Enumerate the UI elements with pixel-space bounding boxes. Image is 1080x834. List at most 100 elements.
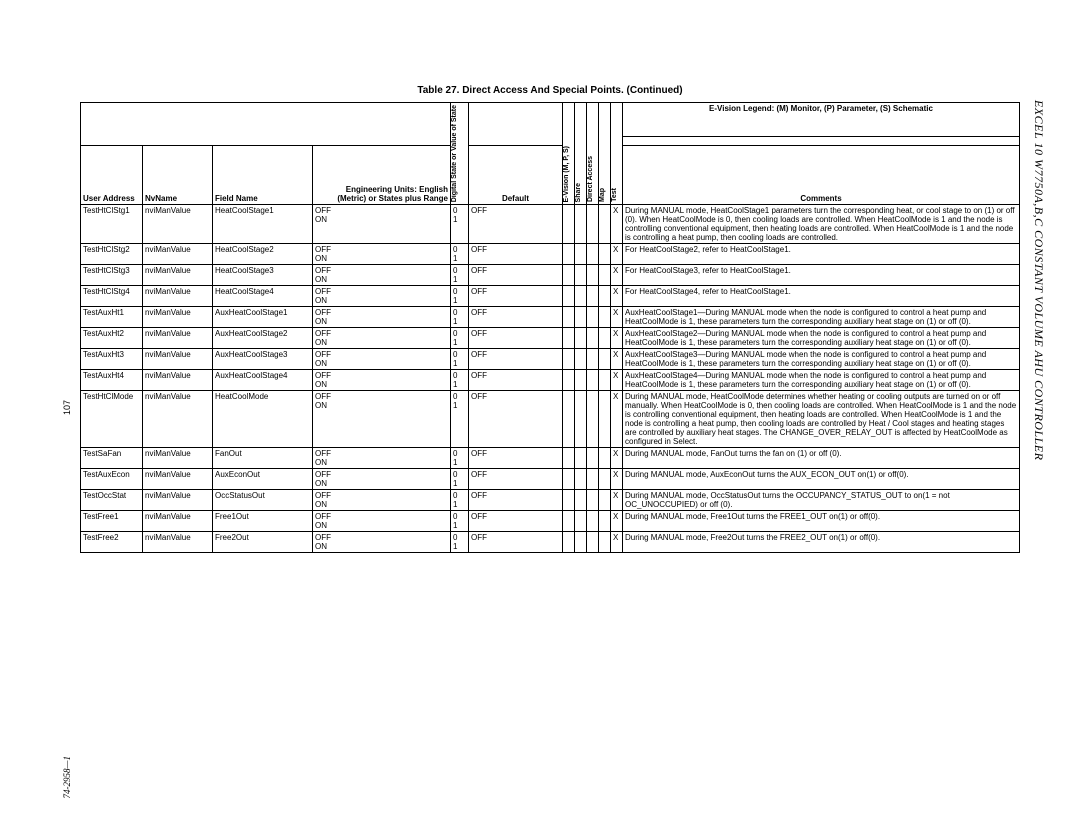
header-row: User Address NvName Field Name Engineeri…	[81, 145, 1020, 205]
table-row: TestFree2nviManValueFree2OutOFFON01OFFXD…	[81, 532, 1020, 553]
cell-field-name: HeatCoolStage4	[213, 286, 313, 307]
cell-field-name: AuxEconOut	[213, 469, 313, 490]
cell-digital-state: 01	[451, 244, 469, 265]
col-share: Share	[575, 183, 582, 202]
cell-field-name: HeatCoolMode	[213, 391, 313, 448]
cell-eng-units: OFFON	[313, 265, 451, 286]
cell-eng-units: OFFON	[313, 244, 451, 265]
cell-user-address: TestHtClStg4	[81, 286, 143, 307]
col-map: Map	[599, 188, 606, 202]
cell-comments: For HeatCoolStage2, refer to HeatCoolSta…	[623, 244, 1020, 265]
table-body: TestHtClStg1nviManValueHeatCoolStage1OFF…	[81, 205, 1020, 553]
cell-map	[599, 469, 611, 490]
cell-user-address: TestHtClStg3	[81, 265, 143, 286]
cell-eng-units: OFFON	[313, 490, 451, 511]
cell-nvname: nviManValue	[143, 265, 213, 286]
cell-map	[599, 532, 611, 553]
col-user-address: User Address	[81, 145, 143, 205]
cell-default: OFF	[469, 205, 563, 244]
cell-evision	[563, 244, 575, 265]
cell-test: X	[611, 448, 623, 469]
table-row: TestOccStatnviManValueOccStatusOutOFFON0…	[81, 490, 1020, 511]
cell-default: OFF	[469, 490, 563, 511]
cell-share	[575, 532, 587, 553]
cell-test: X	[611, 532, 623, 553]
col-direct-access: Direct Access	[587, 156, 594, 202]
cell-user-address: TestFree2	[81, 532, 143, 553]
cell-nvname: nviManValue	[143, 244, 213, 265]
cell-share	[575, 469, 587, 490]
cell-nvname: nviManValue	[143, 448, 213, 469]
cell-comments: During MANUAL mode, Free2Out turns the F…	[623, 532, 1020, 553]
cell-share	[575, 370, 587, 391]
cell-evision	[563, 511, 575, 532]
cell-field-name: AuxHeatCoolStage3	[213, 349, 313, 370]
cell-map	[599, 391, 611, 448]
cell-digital-state: 01	[451, 490, 469, 511]
cell-nvname: nviManValue	[143, 469, 213, 490]
cell-evision	[563, 391, 575, 448]
cell-comments: During MANUAL mode, Free1Out turns the F…	[623, 511, 1020, 532]
cell-comments: During MANUAL mode, FanOut turns the fan…	[623, 448, 1020, 469]
cell-comments: AuxHeatCoolStage3—During MANUAL mode whe…	[623, 349, 1020, 370]
cell-comments: For HeatCoolStage3, refer to HeatCoolSta…	[623, 265, 1020, 286]
cell-share	[575, 328, 587, 349]
table-row: TestSaFannviManValueFanOutOFFON01OFFXDur…	[81, 448, 1020, 469]
cell-user-address: TestAuxHt1	[81, 307, 143, 328]
cell-user-address: TestFree1	[81, 511, 143, 532]
cell-nvname: nviManValue	[143, 349, 213, 370]
cell-field-name: Free1Out	[213, 511, 313, 532]
cell-comments: For HeatCoolStage4, refer to HeatCoolSta…	[623, 286, 1020, 307]
cell-comments: AuxHeatCoolStage2—During MANUAL mode whe…	[623, 328, 1020, 349]
cell-field-name: AuxHeatCoolStage1	[213, 307, 313, 328]
cell-map	[599, 244, 611, 265]
document-number: 74-2958—1	[62, 756, 72, 799]
page-content: Table 27. Direct Access And Special Poin…	[80, 85, 1020, 553]
cell-direct-access	[587, 469, 599, 490]
cell-default: OFF	[469, 244, 563, 265]
table-row: TestAuxHt2nviManValueAuxHeatCoolStage2OF…	[81, 328, 1020, 349]
table-row: TestHtClStg4nviManValueHeatCoolStage4OFF…	[81, 286, 1020, 307]
cell-direct-access	[587, 391, 599, 448]
cell-test: X	[611, 286, 623, 307]
cell-direct-access	[587, 448, 599, 469]
cell-default: OFF	[469, 286, 563, 307]
cell-share	[575, 265, 587, 286]
cell-nvname: nviManValue	[143, 370, 213, 391]
cell-test: X	[611, 328, 623, 349]
cell-default: OFF	[469, 532, 563, 553]
cell-evision	[563, 265, 575, 286]
cell-map	[599, 490, 611, 511]
cell-digital-state: 01	[451, 349, 469, 370]
cell-user-address: TestAuxEcon	[81, 469, 143, 490]
cell-comments: AuxHeatCoolStage1—During MANUAL mode whe…	[623, 307, 1020, 328]
cell-test: X	[611, 244, 623, 265]
table-title: Table 27. Direct Access And Special Poin…	[80, 85, 1020, 96]
cell-map	[599, 307, 611, 328]
table-row: TestAuxHt4nviManValueAuxHeatCoolStage4OF…	[81, 370, 1020, 391]
table-row: TestAuxHt1nviManValueAuxHeatCoolStage1OF…	[81, 307, 1020, 328]
cell-test: X	[611, 349, 623, 370]
cell-share	[575, 511, 587, 532]
cell-test: X	[611, 307, 623, 328]
cell-eng-units: OFFON	[313, 307, 451, 328]
cell-default: OFF	[469, 307, 563, 328]
cell-evision	[563, 328, 575, 349]
cell-map	[599, 511, 611, 532]
cell-share	[575, 307, 587, 328]
table-row: TestHtClStg1nviManValueHeatCoolStage1OFF…	[81, 205, 1020, 244]
page-number: 107	[62, 400, 72, 415]
cell-default: OFF	[469, 448, 563, 469]
cell-test: X	[611, 391, 623, 448]
col-test: Test	[611, 188, 618, 202]
cell-nvname: nviManValue	[143, 511, 213, 532]
cell-map	[599, 349, 611, 370]
cell-direct-access	[587, 328, 599, 349]
data-table: Digital State or Value of State E-Vision…	[80, 102, 1020, 553]
cell-user-address: TestSaFan	[81, 448, 143, 469]
cell-share	[575, 391, 587, 448]
cell-evision	[563, 349, 575, 370]
cell-direct-access	[587, 244, 599, 265]
cell-share	[575, 490, 587, 511]
cell-eng-units: OFFON	[313, 469, 451, 490]
